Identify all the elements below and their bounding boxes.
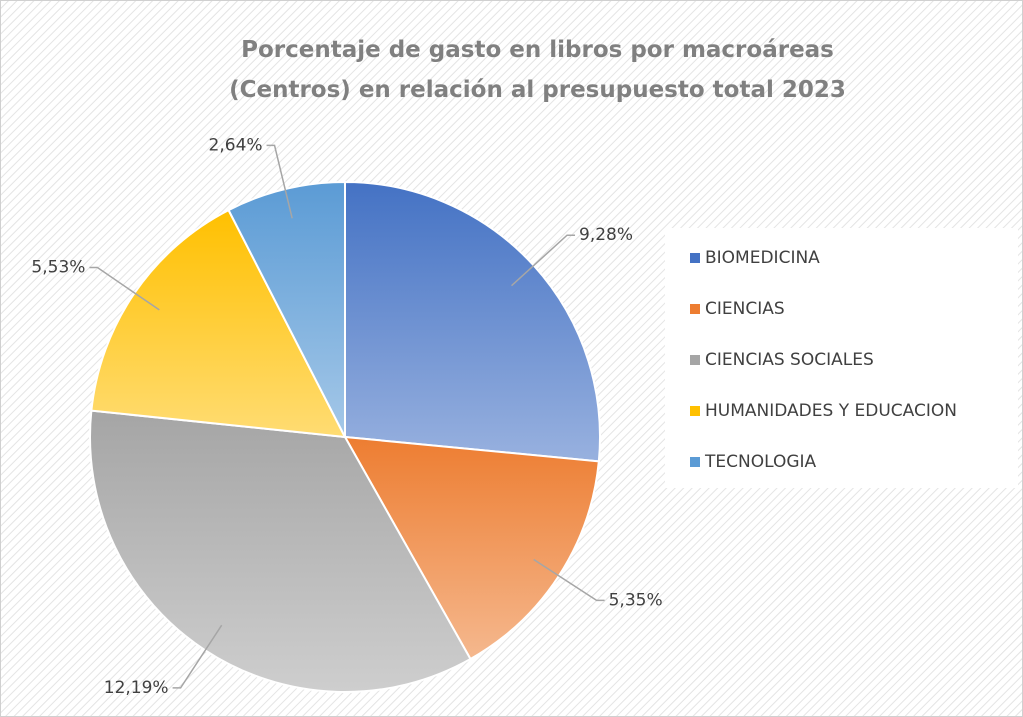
legend-label: CIENCIAS SOCIALES [705, 350, 874, 370]
leader-line [172, 624, 223, 689]
legend-swatch [690, 406, 700, 416]
leader-line [511, 234, 576, 287]
legend-swatch [690, 304, 700, 314]
data-label: 12,19% [104, 678, 169, 698]
legend-label: CIENCIAS [705, 299, 785, 319]
data-label: 9,28% [579, 225, 633, 245]
legend-label: BIOMEDICINA [705, 248, 820, 268]
data-label: 5,35% [609, 590, 663, 610]
data-label: 2,64% [209, 135, 263, 155]
legend-swatch [690, 355, 700, 365]
leader-line [89, 266, 160, 311]
chart-title: Porcentaje de gasto en libros por macroá… [229, 37, 846, 103]
leader-line [533, 558, 605, 602]
legend-swatch [690, 457, 700, 467]
legend-label: TECNOLOGIA [704, 452, 817, 472]
leader-line [266, 144, 293, 219]
legend-swatch [690, 253, 700, 263]
data-label: 5,53% [31, 258, 85, 278]
legend-label: HUMANIDADES Y EDUCACION [705, 401, 957, 421]
legend-box [665, 228, 1018, 488]
